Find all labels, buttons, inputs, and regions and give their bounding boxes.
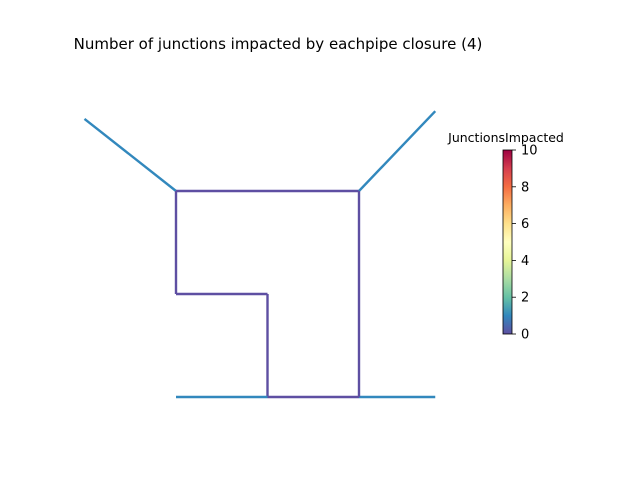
colorbar-tick-label: 8: [521, 180, 529, 195]
pipe-network: [83, 110, 437, 399]
chart-title: Number of junctions impacted by eachpipe…: [74, 35, 483, 53]
colorbar-tick-label: 10: [521, 144, 538, 159]
pipe-J4-J5: [358, 110, 437, 192]
colorbar-gradient: [503, 150, 512, 334]
colorbar-frame: [502, 149, 513, 335]
colorbar-label: JunctionsImpacted: [447, 130, 564, 145]
colorbar: JunctionsImpacted 0 2 4 6 8 10: [447, 130, 564, 343]
colorbar-tick-label: 2: [521, 291, 529, 306]
colorbar-tick-label: 4: [521, 254, 529, 269]
pipe-J1-J2: [83, 117, 177, 192]
colorbar-tick-label: 0: [521, 328, 529, 343]
colorbar-tick-label: 6: [521, 217, 529, 232]
